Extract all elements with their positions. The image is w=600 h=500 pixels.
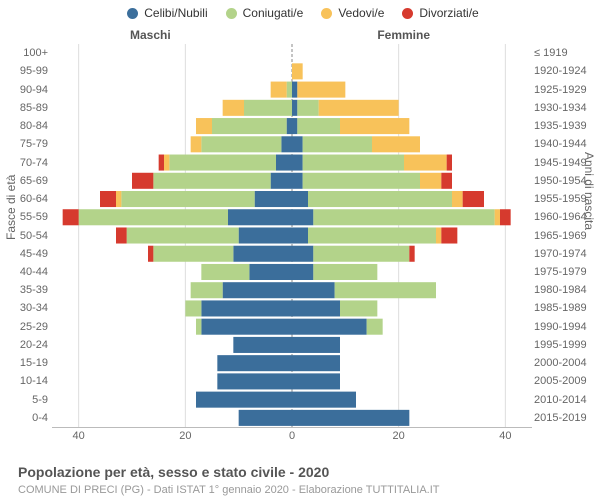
age-label: 65-69 [6,175,48,187]
year-label: 1960-1964 [534,211,592,223]
chart-svg [52,44,532,427]
legend-item: Celibi/Nubili [121,6,207,20]
plot-area [52,44,532,428]
x-axis-labels: 40 20 0 20 40 [52,430,532,444]
year-label: 1940-1944 [534,138,592,150]
chart-subtitle: COMUNE DI PRECI (PG) - Dati ISTAT 1° gen… [18,484,440,496]
x-tick-label: 40 [73,430,85,442]
year-label: 1920-1924 [534,65,592,77]
age-label: 50-54 [6,230,48,242]
year-label: 1945-1949 [534,157,592,169]
male-label: Maschi [130,28,171,42]
year-label: 1965-1969 [534,230,592,242]
year-label: 1995-1999 [534,339,592,351]
age-label: 85-89 [6,102,48,114]
age-label: 20-24 [6,339,48,351]
year-label: 2010-2014 [534,394,592,406]
age-label: 80-84 [6,120,48,132]
year-label: 1970-1974 [534,248,592,260]
year-label: ≤ 1919 [534,47,592,59]
year-label: 1985-1989 [534,302,592,314]
female-label: Femmine [377,28,430,42]
legend-item: Divorziati/e [396,6,478,20]
year-label: 1990-1994 [534,321,592,333]
year-label: 1925-1929 [534,84,592,96]
age-label: 100+ [6,47,48,59]
year-label: 2015-2019 [534,412,592,424]
age-label: 45-49 [6,248,48,260]
age-label: 55-59 [6,211,48,223]
age-label: 40-44 [6,266,48,278]
age-label: 0-4 [6,412,48,424]
year-label: 2000-2004 [534,357,592,369]
population-pyramid-chart: Celibi/Nubili Coniugati/e Vedovi/e Divorzia… [0,0,600,500]
chart-title: Popolazione per età, sesso e stato civil… [18,464,329,480]
legend-item: Vedovi/e [315,6,384,20]
age-label: 70-74 [6,157,48,169]
year-label: 1975-1979 [534,266,592,278]
year-label: 1935-1939 [534,120,592,132]
year-label: 1980-1984 [534,284,592,296]
age-label: 35-39 [6,284,48,296]
age-label: 60-64 [6,193,48,205]
age-label: 30-34 [6,302,48,314]
year-label: 2005-2009 [534,375,592,387]
x-tick-label: 0 [289,430,295,442]
year-label: 1930-1934 [534,102,592,114]
age-label: 10-14 [6,375,48,387]
legend: Celibi/Nubili Coniugati/e Vedovi/e Divorzia… [0,6,600,20]
year-label: 1955-1959 [534,193,592,205]
age-label: 15-19 [6,357,48,369]
year-label: 1950-1954 [534,175,592,187]
age-label: 5-9 [6,394,48,406]
x-tick-label: 20 [179,430,191,442]
legend-item: Coniugati/e [220,6,304,20]
age-label: 95-99 [6,65,48,77]
age-label: 75-79 [6,138,48,150]
x-tick-label: 20 [393,430,405,442]
age-label: 25-29 [6,321,48,333]
age-label: 90-94 [6,84,48,96]
x-tick-label: 40 [499,430,511,442]
